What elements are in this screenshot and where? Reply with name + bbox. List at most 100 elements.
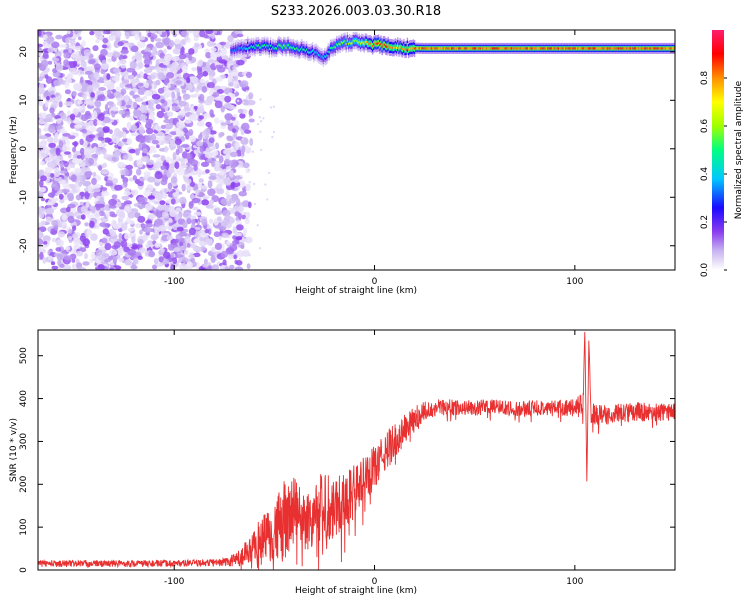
spectrogram-track-cell: [580, 47, 583, 50]
spectrogram-noise-cell: [146, 159, 155, 166]
spectrogram-noise-cell: [105, 182, 114, 187]
spectrogram-noise-cell: [219, 171, 225, 176]
spectrogram-noise-cell: [106, 73, 111, 80]
spectrogram-noise-cell: [184, 235, 191, 244]
spectrogram-track-cell: [555, 47, 557, 50]
spectrogram-noise-cell: [94, 99, 102, 108]
spectrogram-track-cell: [533, 47, 536, 50]
snr-x-tick-label: 100: [566, 577, 583, 587]
spectrogram-noise-cell: [63, 255, 73, 261]
spectrogram-noise-cell: [196, 84, 203, 90]
spectrogram-track-cell: [253, 45, 255, 48]
spectrogram-noise-cell: [137, 82, 144, 87]
spectrogram-track-cell: [307, 50, 309, 53]
spectrogram-noise-cell: [233, 131, 238, 138]
spectrogram-noise-cell: [54, 115, 61, 120]
spectrogram-y-tick-label: -20: [19, 238, 29, 253]
spectrogram-track-cell: [489, 47, 491, 50]
spectrogram-noise-cell: [224, 95, 232, 103]
spectrogram-noise-cell: [229, 72, 238, 76]
spectrogram-noise-cell: [160, 248, 165, 253]
spectrogram-noise-cell: [206, 95, 216, 102]
spectrogram-track-cell: [326, 54, 328, 57]
spectrogram-track-cell: [554, 47, 556, 50]
spectrogram-noise-cell: [201, 218, 208, 226]
spectrogram-noise-cell: [118, 232, 123, 240]
spectrogram-noise-cell: [89, 220, 95, 228]
spectrogram-noise-cell: [242, 162, 250, 169]
spectrogram-track-cell: [545, 47, 548, 50]
spectrogram-noise-cell: [135, 52, 143, 60]
spectrogram-track-cell: [441, 47, 443, 50]
spectrogram-noise-cell: [175, 148, 180, 156]
spectrogram-noise-cell: [153, 51, 160, 55]
snr-y-tick-label: 0: [19, 567, 29, 573]
spectrogram-track-cell: [592, 47, 595, 50]
spectrogram-noise-cell: [63, 160, 69, 168]
spectrogram-track-cell: [499, 47, 501, 50]
spectrogram-noise-cell: [154, 221, 161, 228]
spectrogram-noise-cell: [121, 79, 130, 85]
spectrogram-noise-cell: [70, 39, 76, 46]
spectrogram-noise-cell: [89, 205, 94, 210]
spectrogram-noise-cell: [46, 216, 52, 223]
spectrogram-noise-cell: [135, 223, 142, 229]
spectrogram-noise-cell: [70, 174, 77, 183]
spectrogram-noise-cell: [253, 202, 257, 206]
spectrogram-track-cell: [299, 48, 302, 51]
spectrogram-track-cell: [495, 47, 497, 50]
spectrogram-noise-cell: [40, 175, 47, 182]
spectrogram-noise-cell: [73, 82, 81, 91]
spectrogram-noise-cell: [164, 104, 169, 112]
spectrogram-track-cell: [244, 47, 247, 50]
spectrogram-noise-cell: [80, 205, 88, 214]
spectrogram-noise-field: [38, 30, 276, 270]
spectrogram-noise-cell: [125, 31, 130, 40]
spectrogram-track-cell: [515, 47, 518, 50]
spectrogram-noise-cell: [113, 241, 121, 250]
spectrogram-noise-cell: [72, 237, 81, 245]
spectrogram-track-cell: [430, 47, 433, 50]
spectrogram-noise-cell: [216, 207, 221, 213]
spectrogram-noise-cell: [224, 165, 232, 171]
colorbar-tick-label: 0.4: [700, 167, 710, 182]
spectrogram-noise-cell: [222, 259, 227, 266]
spectrogram-track-cell: [629, 47, 632, 50]
spectrogram-noise-cell: [244, 129, 252, 134]
spectrogram-noise-cell: [178, 53, 187, 60]
spectrogram-noise-cell: [147, 240, 153, 246]
spectrogram-track-cell: [467, 47, 470, 50]
spectrogram-noise-cell: [170, 176, 178, 184]
spectrogram-track-cell: [449, 47, 452, 50]
spectrogram-noise-cell: [96, 31, 102, 37]
spectrogram-noise-cell: [88, 134, 96, 139]
spectrogram-noise-cell: [80, 214, 86, 220]
spectrogram-track-cell: [353, 39, 356, 43]
spectrogram-track-cell: [481, 47, 483, 50]
spectrogram-noise-cell: [137, 161, 144, 168]
spectrogram-noise-cell: [176, 91, 181, 98]
spectrogram-track-cell: [359, 42, 362, 45]
spectrogram-track-cell: [541, 47, 543, 50]
spectrogram-track-cell: [569, 47, 572, 50]
spectrogram-noise-cell: [63, 59, 69, 66]
spectrogram-track-cell: [435, 47, 437, 50]
spectrogram-track-cell: [261, 44, 263, 47]
spectrogram-noise-cell: [137, 196, 146, 205]
spectrogram-noise-cell: [39, 72, 45, 77]
spectrogram-track-cell: [659, 47, 662, 50]
spectrogram-noise-cell: [143, 90, 153, 97]
spectrogram-y-tick-label: 10: [19, 94, 29, 106]
spectrogram-track-cell: [572, 47, 574, 50]
spectrogram-noise-cell: [75, 194, 82, 201]
spectrogram-track-cell: [597, 47, 599, 50]
spectrogram-track-cell: [551, 47, 554, 50]
spectrogram-noise-cell: [117, 61, 121, 67]
spectrogram-noise-cell: [206, 81, 215, 89]
spectrogram-noise-cell: [89, 59, 96, 64]
spectrogram-noise-cell: [73, 54, 81, 59]
spectrogram-noise-cell: [38, 43, 43, 48]
spectrogram-noise-cell: [95, 39, 100, 44]
spectrogram-track-cell: [637, 47, 639, 50]
spectrogram-noise-cell: [147, 213, 156, 220]
